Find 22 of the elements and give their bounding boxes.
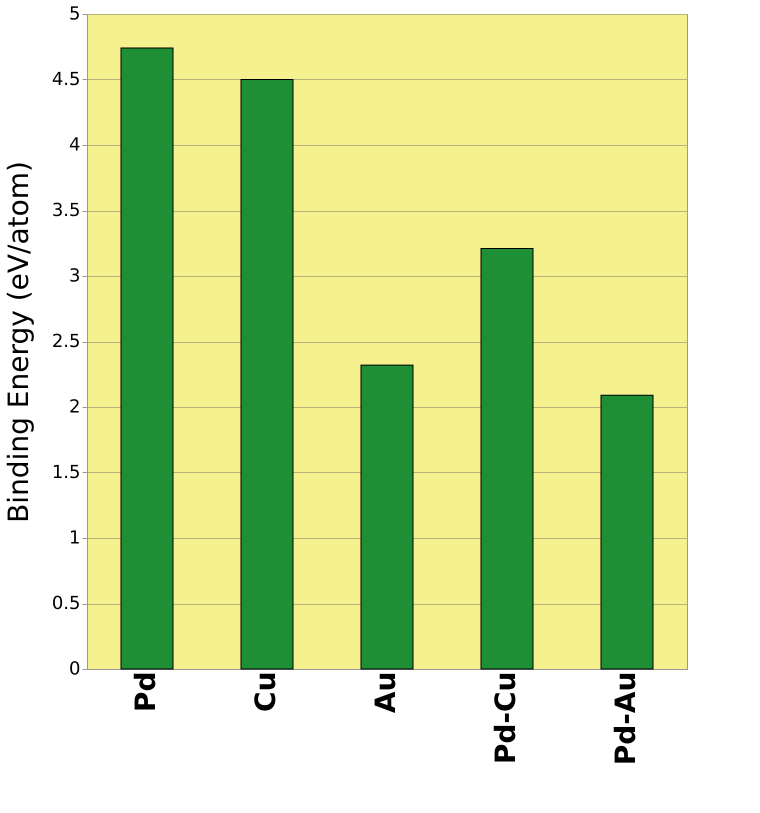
y-tick-label: 1.5 — [52, 462, 80, 483]
x-tick-label: Pd-Au — [609, 672, 642, 766]
x-tick-label: Pd — [129, 672, 162, 712]
y-tick-label: 3.5 — [52, 200, 80, 221]
y-tick-label: 0.5 — [52, 593, 80, 614]
y-tick-label: 5 — [69, 4, 80, 24]
y-tick-label: 2 — [69, 396, 80, 418]
y-tick-label: 2.5 — [52, 331, 80, 352]
y-tick-label: 3 — [69, 266, 80, 286]
y-tick-label: 4 — [69, 134, 80, 156]
x-tick-label: Cu — [249, 672, 282, 712]
y-tick-label: 1 — [69, 528, 80, 548]
bar — [600, 394, 654, 670]
bar — [240, 79, 294, 670]
y-tick-label: 0 — [69, 658, 80, 680]
bar — [120, 48, 174, 670]
y-axis-title: Binding Energy (eV/atom) — [2, 161, 35, 523]
y-tick-label: 4.5 — [52, 69, 80, 90]
bar — [480, 248, 534, 670]
x-tick-label: Pd-Cu — [489, 672, 522, 764]
x-tick-label: Au — [369, 672, 402, 714]
bar — [360, 364, 414, 670]
